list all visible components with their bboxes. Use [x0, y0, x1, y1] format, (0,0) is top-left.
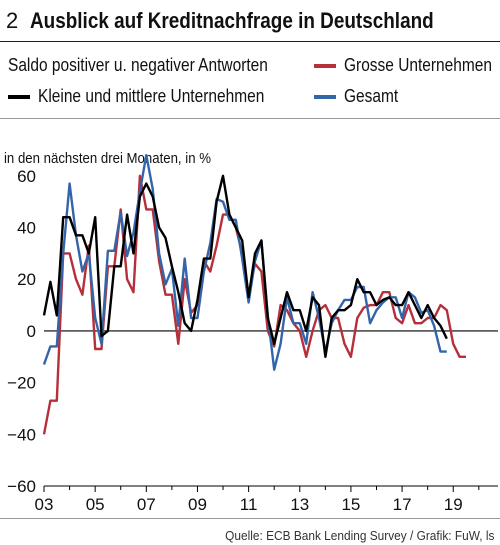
x-tick-label: 19 [444, 495, 463, 514]
y-tick-label: −20 [7, 374, 36, 393]
legend-item-kmu: Kleine und mittlere Unternehmen [8, 86, 301, 107]
x-tick-label: 09 [188, 495, 207, 514]
x-tick-label: 13 [290, 495, 309, 514]
series-line-kmu [42, 174, 448, 358]
legend-label-grosse: Grosse Unternehmen [344, 55, 493, 75]
series-line-gesamt [42, 153, 447, 371]
x-tick-label: 07 [137, 495, 156, 514]
legend-swatch-gesamt [314, 94, 336, 99]
chart-number: 2 [6, 8, 19, 33]
legend-label-gesamt: Gesamt [344, 86, 399, 106]
y-tick-label: 20 [17, 270, 36, 289]
legend-item-grosse: Grosse Unternehmen [314, 55, 500, 76]
y-tick-label: 60 [17, 167, 36, 186]
legend-swatch-grosse [314, 63, 336, 68]
x-tick-label: 05 [86, 495, 105, 514]
legend-label-kmu: Kleine und mittlere Unternehmen [38, 86, 265, 106]
y-tick-label: −60 [7, 477, 36, 496]
series-group [42, 153, 466, 435]
y-tick-label: −40 [7, 425, 36, 444]
x-tick-label: 17 [393, 495, 412, 514]
x-tick-label: 11 [240, 495, 258, 514]
chart-title: Ausblick auf Kreditnachfrage in Deutschl… [30, 8, 434, 33]
y-tick-label: 40 [17, 219, 36, 238]
chart-header: 2 Ausblick auf Kreditnachfrage in Deutsc… [6, 4, 500, 38]
source-note: Quelle: ECB Bank Lending Survey / Grafik… [224, 529, 494, 543]
legend-rule [0, 118, 500, 119]
legend-item-gesamt: Gesamt [314, 86, 407, 107]
x-tick-label: 15 [341, 495, 360, 514]
y-axis: 60 40 20 0 −20 −40 −60 [7, 167, 36, 496]
y-tick-label: 0 [27, 322, 36, 341]
x-axis: 03 05 07 09 11 13 15 17 19 [35, 486, 480, 514]
chart-subtitle: in den nächsten drei Monaten, in % [4, 150, 211, 167]
footer-rule [0, 518, 500, 519]
x-tick-label: 03 [35, 495, 54, 514]
legend-swatch-kmu [8, 94, 30, 99]
title-rule [0, 41, 500, 42]
legend-heading: Saldo positiver u. negativer Antworten [8, 55, 268, 75]
